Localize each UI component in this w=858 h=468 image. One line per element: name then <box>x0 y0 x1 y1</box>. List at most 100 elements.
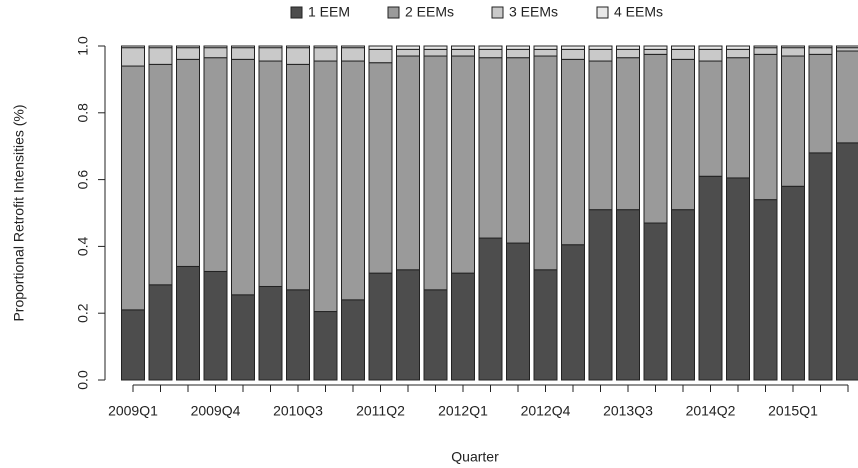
bar-segment <box>286 47 310 65</box>
y-tick-label: 0.6 <box>75 170 91 190</box>
bar-segment <box>313 47 338 62</box>
x-tick-label: 2009Q4 <box>191 403 241 419</box>
bar-segment <box>808 152 833 381</box>
bar-segment <box>396 55 420 271</box>
bar-segment <box>643 45 668 50</box>
bar-segment <box>258 285 283 381</box>
bar-segment <box>671 48 695 60</box>
bar-segment <box>726 45 750 50</box>
bar-segment <box>148 47 173 65</box>
bar-segment <box>616 57 640 211</box>
bar-segment <box>451 48 475 57</box>
legend-swatch <box>290 6 303 19</box>
bar-segment <box>176 265 200 381</box>
bar-segment <box>781 45 805 49</box>
bar-segment <box>176 58 200 267</box>
bar-segment <box>396 269 420 381</box>
bar-segment <box>616 45 640 50</box>
bar-segment <box>808 47 833 55</box>
legend-label: 4 EEMs <box>614 4 663 20</box>
bar-segment <box>533 48 558 57</box>
bar-segment <box>203 57 228 272</box>
bar-segment <box>203 47 228 59</box>
legend-swatch <box>596 6 609 19</box>
bar-segment <box>451 272 475 381</box>
bar-segment <box>203 270 228 381</box>
bar-segment <box>808 45 833 49</box>
bar-segment <box>258 45 283 49</box>
bar-segment <box>286 63 310 291</box>
bar-segment <box>781 47 805 57</box>
bar-segment <box>231 45 255 49</box>
legend-label: 1 EEM <box>308 4 350 20</box>
bar-segment <box>588 45 613 50</box>
bar-segment <box>148 63 173 286</box>
bar-segment <box>368 62 393 274</box>
bar-segment <box>533 55 558 271</box>
bar-segment <box>341 299 365 381</box>
bar-segment <box>313 45 338 49</box>
bar-segment <box>836 50 858 144</box>
bar-segment <box>533 45 558 50</box>
bar-segment <box>341 60 365 301</box>
bar-segment <box>478 237 503 381</box>
x-tick-label: 2014Q2 <box>686 403 736 419</box>
bar-segment <box>423 289 448 381</box>
bar-segment <box>588 209 613 381</box>
y-tick-label: 0.8 <box>75 103 91 123</box>
bar-segment <box>396 45 420 50</box>
bar-segment <box>423 55 448 291</box>
bar-segment <box>286 289 310 381</box>
bar-segment <box>396 48 420 57</box>
bar-segment <box>451 45 475 50</box>
bar-segment <box>176 45 200 49</box>
bar-segment <box>781 55 805 187</box>
x-tick-label: 2011Q2 <box>356 403 405 419</box>
bar-segment <box>148 45 173 49</box>
bar-segment <box>231 47 255 60</box>
bar-segment <box>781 185 805 381</box>
bar-segment <box>203 45 228 49</box>
bar-segment <box>231 58 255 296</box>
bar-segment <box>423 48 448 57</box>
bar-segment <box>121 65 145 311</box>
bar-segment <box>533 269 558 381</box>
x-tick-label: 2015Q1 <box>768 403 818 419</box>
x-tick-label: 2010Q3 <box>273 403 323 419</box>
bar-segment <box>643 48 668 55</box>
bar-segment <box>698 45 723 50</box>
bar-segment <box>561 58 585 246</box>
bar-segment <box>698 175 723 381</box>
bar-segment <box>506 48 530 59</box>
bar-segment <box>506 242 530 381</box>
bar-segment <box>561 48 585 60</box>
bar-segment <box>478 57 503 239</box>
bar-segment <box>616 209 640 381</box>
bar-segment <box>808 53 833 154</box>
bar-segment <box>643 53 668 224</box>
bar-segment <box>753 199 778 381</box>
bar-segment <box>561 244 585 381</box>
x-tick-label: 2013Q3 <box>603 403 653 419</box>
bar-segment <box>561 45 585 50</box>
bar-segment <box>478 48 503 59</box>
x-tick-label: 2012Q4 <box>521 403 571 419</box>
bar-segment <box>341 45 365 49</box>
y-axis-label: Proportional Retrofit Intensities (%) <box>11 104 27 321</box>
bar-segment <box>836 142 858 381</box>
bar-segment <box>506 57 530 244</box>
bar-segment <box>726 48 750 59</box>
bar-segment <box>726 177 750 381</box>
bar-segment <box>671 58 695 211</box>
bar-segment <box>643 222 668 381</box>
bar-segment <box>698 60 723 177</box>
x-axis-label: Quarter <box>451 449 499 465</box>
bar-segment <box>313 311 338 381</box>
bar-segment <box>121 47 145 67</box>
bar-segment <box>698 48 723 62</box>
legend-label: 2 EEMs <box>405 4 454 20</box>
bar-segment <box>258 47 283 62</box>
bar-segment <box>753 45 778 49</box>
bar-segment <box>588 48 613 62</box>
